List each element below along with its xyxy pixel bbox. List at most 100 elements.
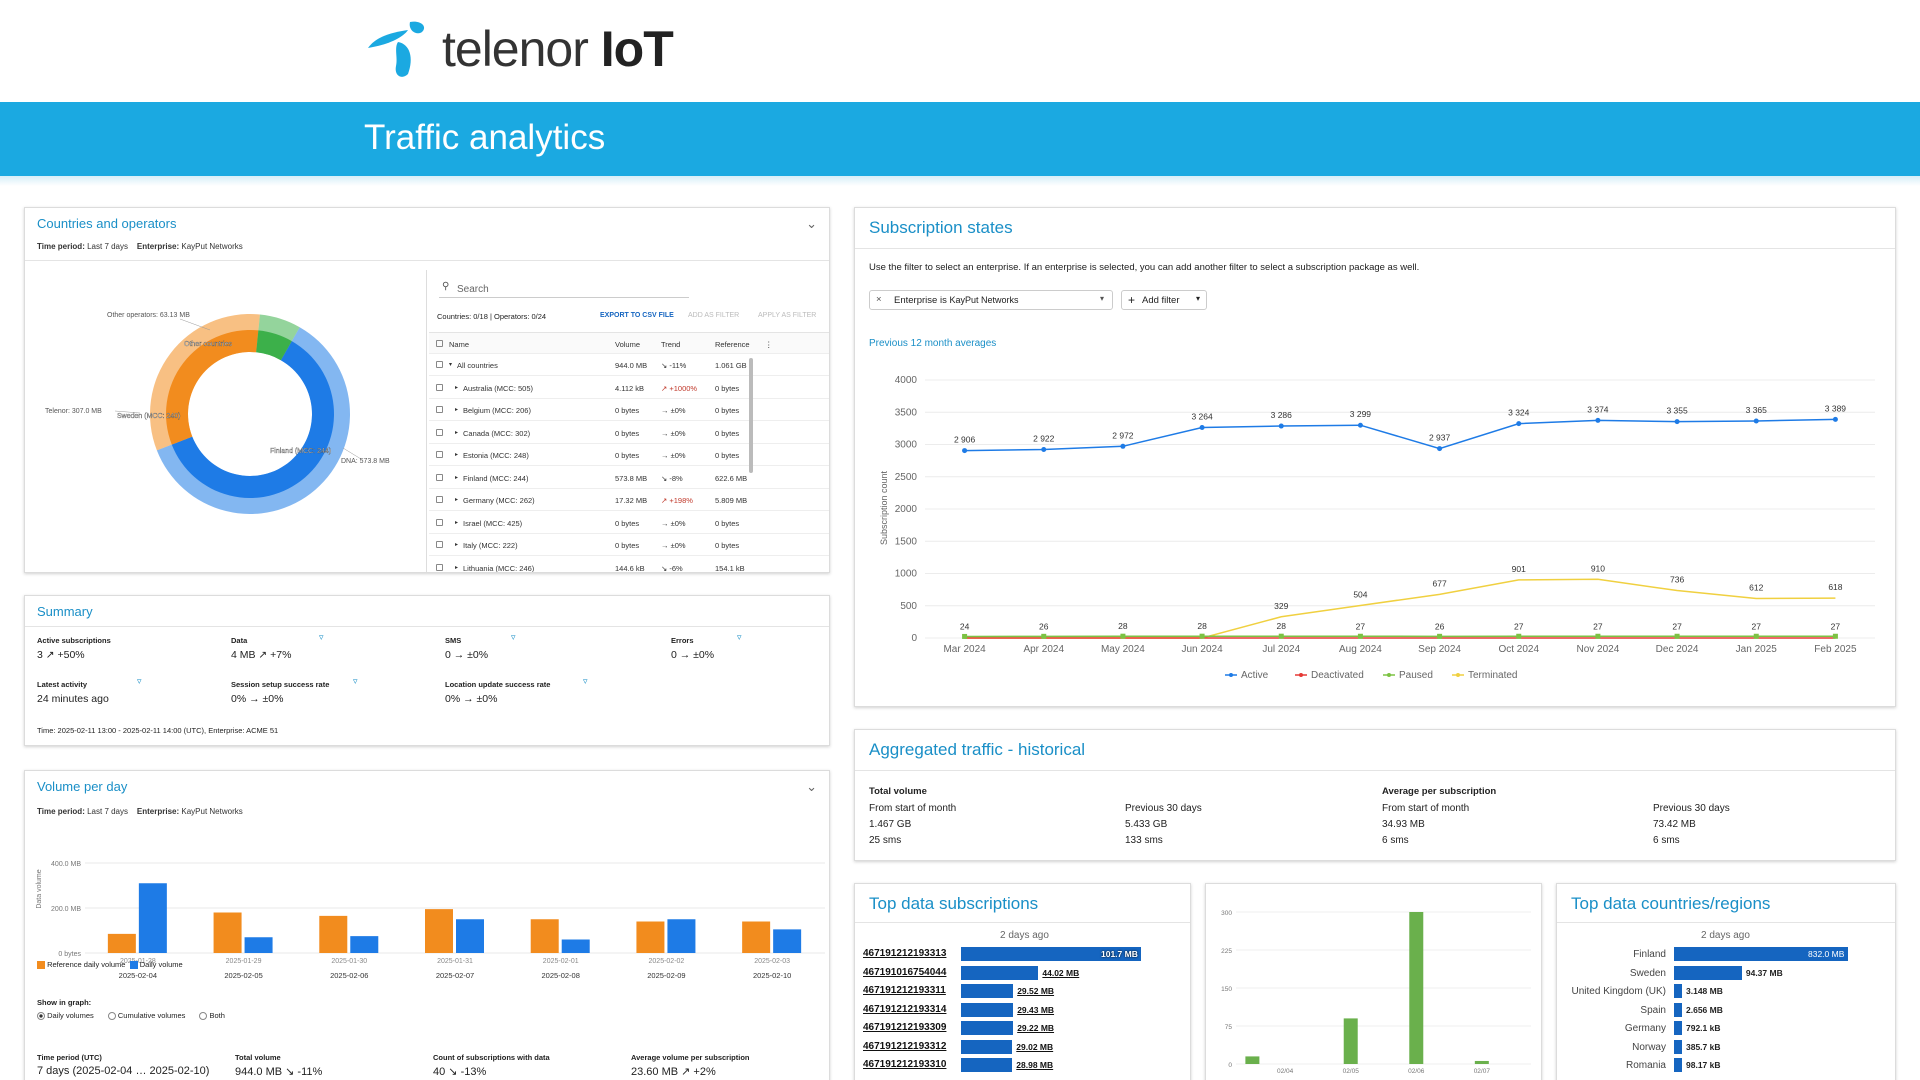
filter-icon[interactable]: ▿ [737,632,742,642]
donut-slice-finland[interactable] [171,341,334,498]
ref-volume-bar[interactable] [213,912,242,954]
paused-point[interactable] [1199,633,1205,639]
expand-caret-icon[interactable]: ▸ [455,497,459,503]
col-name[interactable]: Name [449,340,470,349]
daily-volume-bar[interactable] [561,939,590,954]
paused-point[interactable] [1516,633,1522,639]
filter-icon[interactable]: ▿ [319,632,324,642]
enterprise-filter-chip[interactable]: × Enterprise is KayPut Networks ▾ [869,290,1113,310]
row-checkbox[interactable] [436,428,443,436]
daily-volume-bar[interactable] [350,936,379,953]
col-trend[interactable]: Trend [661,340,681,349]
ref-volume-bar[interactable] [107,933,136,953]
table-row[interactable]: ▸ Lithuania (MCC: 246) 144.6 kB ↘ -6% 15… [429,557,829,572]
expand-caret-icon[interactable]: ▸ [455,407,459,413]
country-volume-bar[interactable] [1674,947,1848,961]
subscription-volume-bar[interactable] [961,1058,1013,1072]
legend-terminated[interactable]: Terminated [1452,670,1517,681]
legend-paused[interactable]: Paused [1383,670,1433,681]
active-point[interactable] [1357,422,1363,428]
table-row[interactable]: ▸ Canada (MCC: 302) 0 bytes → ±0% 0 byte… [429,422,829,444]
export-csv-button[interactable]: EXPORT TO CSV FILE [600,312,674,319]
expand-caret-icon[interactable]: ▸ [455,429,459,436]
column-menu-icon[interactable]: ⋮ [765,340,773,349]
subscription-volume-bar[interactable] [961,947,1141,961]
subscription-link[interactable]: 467191212193311 [863,985,946,996]
table-row[interactable]: ▾ All countries 944.0 MB ↘ -11% 1.061 GB [429,354,829,376]
paused-point[interactable] [1357,633,1363,639]
ref-volume-bar[interactable] [425,909,453,953]
active-point[interactable] [1674,419,1680,425]
mini-bar[interactable] [1343,1018,1358,1064]
radio-both[interactable]: Both [199,1011,225,1021]
mini-bar[interactable] [1245,1056,1260,1064]
daily-volume-bar[interactable] [667,919,696,953]
table-row[interactable]: ▸ Australia (MCC: 505) 4.112 kB ↗ +1000%… [429,377,829,399]
table-row[interactable]: ▸ Israel (MCC: 425) 0 bytes → ±0% 0 byte… [429,512,829,534]
series-line-terminated[interactable] [964,578,1836,639]
expand-caret-icon[interactable]: ▸ [455,474,459,481]
donut-slice-sweden[interactable] [166,330,259,445]
collapse-chevron-icon[interactable]: ⌄ [806,216,817,231]
subscription-volume-bar[interactable] [961,1039,1013,1054]
table-row[interactable]: ▸ Germany (MCC: 262) 17.32 MB ↗ +198% 5.… [429,489,829,511]
subscription-link[interactable]: 467191212193310 [863,1059,947,1070]
paused-point[interactable] [1120,633,1126,639]
paused-point[interactable] [1041,633,1047,639]
row-checkbox[interactable] [436,361,443,368]
add-as-filter-button[interactable]: ADD AS FILTER [688,312,740,319]
subscription-volume-bar[interactable] [961,984,1014,998]
expand-caret-icon[interactable]: ▸ [455,542,459,548]
collapse-chevron-icon[interactable]: ⌄ [806,779,817,794]
donut-slice-other[interactable] [256,330,292,361]
country-volume-bar[interactable] [1674,984,1682,998]
country-volume-bar[interactable] [1674,1039,1682,1054]
paused-point[interactable] [1674,633,1680,639]
subscription-volume-bar[interactable] [961,965,1039,980]
table-scrollbar[interactable] [749,358,753,473]
active-point[interactable] [1199,424,1205,430]
subscription-volume-bar[interactable] [961,1002,1014,1017]
paused-point[interactable] [962,633,968,639]
expand-caret-icon[interactable]: ▸ [455,564,459,571]
active-point[interactable] [1753,418,1759,424]
ref-volume-bar[interactable] [636,921,665,954]
col-volume[interactable]: Volume [615,340,641,349]
ref-volume-bar[interactable] [742,921,771,954]
filter-icon[interactable]: ▿ [511,632,516,642]
row-checkbox[interactable] [436,406,443,413]
country-volume-bar[interactable] [1674,1021,1682,1035]
expand-caret-icon[interactable]: ▸ [455,384,459,391]
filter-icon[interactable]: ▿ [137,676,142,686]
paused-point[interactable] [1595,633,1601,639]
subscription-volume-bar[interactable] [961,1021,1014,1035]
daily-volume-bar[interactable] [138,883,167,953]
active-point[interactable] [1832,416,1838,422]
filter-icon[interactable]: ▿ [353,676,358,686]
expand-caret-icon[interactable]: ▸ [455,452,459,458]
radio-cumulative[interactable]: Cumulative volumes [107,1011,185,1021]
active-point[interactable] [1516,421,1522,427]
subscription-link[interactable]: 467191212193313 [863,948,947,959]
row-checkbox[interactable] [436,451,443,458]
row-checkbox[interactable] [436,383,443,391]
daily-volume-bar[interactable] [244,937,273,953]
mini-bar[interactable] [1474,1060,1489,1064]
active-point[interactable] [962,448,968,454]
paused-point[interactable] [1437,633,1443,639]
country-volume-bar[interactable] [1674,1058,1682,1072]
telenor-logo[interactable]: telenor IoT [364,16,674,82]
daily-volume-bar[interactable] [773,929,802,953]
table-row[interactable]: ▸ Italy (MCC: 222) 0 bytes → ±0% 0 bytes [429,534,829,556]
select-all-checkbox[interactable] [436,340,443,347]
paused-point[interactable] [1278,633,1284,639]
active-point[interactable] [1041,447,1047,453]
search-input[interactable]: ⚲ Search [439,278,689,298]
table-row[interactable]: ▸ Belgium (MCC: 206) 0 bytes → ±0% 0 byt… [429,399,829,421]
row-checkbox[interactable] [436,541,443,548]
paused-point[interactable] [1753,633,1759,639]
remove-filter-icon[interactable]: × [876,294,882,305]
legend-active[interactable]: Active [1225,670,1269,681]
subscription-link[interactable]: 467191016754044 [863,966,947,978]
row-checkbox[interactable] [436,496,443,503]
